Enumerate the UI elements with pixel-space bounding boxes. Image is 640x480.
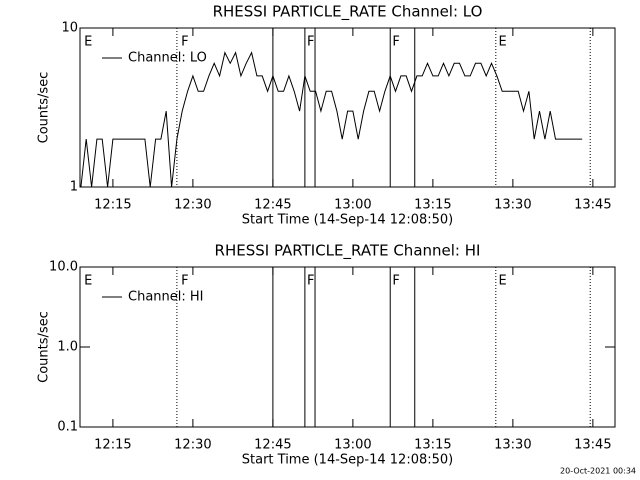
x-tick-label: 13:00 [334, 198, 371, 213]
event-flag: F [307, 35, 314, 50]
x-tick-label: 13:30 [494, 438, 531, 453]
legend-label: Channel: LO [128, 51, 207, 66]
data-line [80, 51, 583, 188]
chart-title: RHESSI PARTICLE_RATE Channel: LO [213, 3, 483, 22]
legend-label: Channel: HI [128, 290, 204, 305]
y-tick-label: 10.0 [49, 260, 78, 275]
event-flag: E [498, 274, 506, 289]
x-tick-label: 13:15 [414, 198, 451, 213]
x-tick-label: 12:45 [254, 198, 291, 213]
x-tick-label: 12:15 [94, 438, 131, 453]
plot-frame [79, 266, 616, 428]
x-tick-label: 13:45 [574, 438, 611, 453]
x-tick-label: 12:15 [94, 198, 131, 213]
plot-frame [79, 27, 616, 188]
y-axis-label: Counts/sec [37, 72, 52, 144]
chart-title: RHESSI PARTICLE_RATE Channel: HI [215, 242, 481, 261]
x-tick-label: 12:30 [174, 438, 211, 453]
x-axis-label: Start Time (14-Sep-14 12:08:50) [242, 453, 453, 468]
event-flag: F [392, 274, 399, 289]
x-axis-label: Start Time (14-Sep-14 12:08:50) [242, 213, 453, 228]
y-tick-label: 0.1 [57, 420, 78, 435]
y-tick-label: 1 [70, 180, 78, 195]
y-tick-label: 1.0 [57, 340, 78, 355]
event-flag: F [181, 35, 188, 50]
x-tick-label: 13:00 [334, 438, 371, 453]
x-tick-label: 12:45 [254, 438, 291, 453]
event-flag: F [307, 274, 314, 289]
y-tick-label: 10 [61, 21, 78, 36]
event-flag: E [84, 35, 92, 50]
y-axis-label: Counts/sec [37, 311, 52, 383]
x-tick-label: 13:15 [414, 438, 451, 453]
x-tick-label: 13:45 [574, 198, 611, 213]
event-flag: E [84, 274, 92, 289]
event-flag: F [392, 35, 399, 50]
event-flag: F [181, 274, 188, 289]
event-flag: E [498, 35, 506, 50]
footer: 20-Oct-2021 00:34 [560, 467, 636, 476]
x-tick-label: 12:30 [174, 198, 211, 213]
x-tick-label: 13:30 [494, 198, 531, 213]
